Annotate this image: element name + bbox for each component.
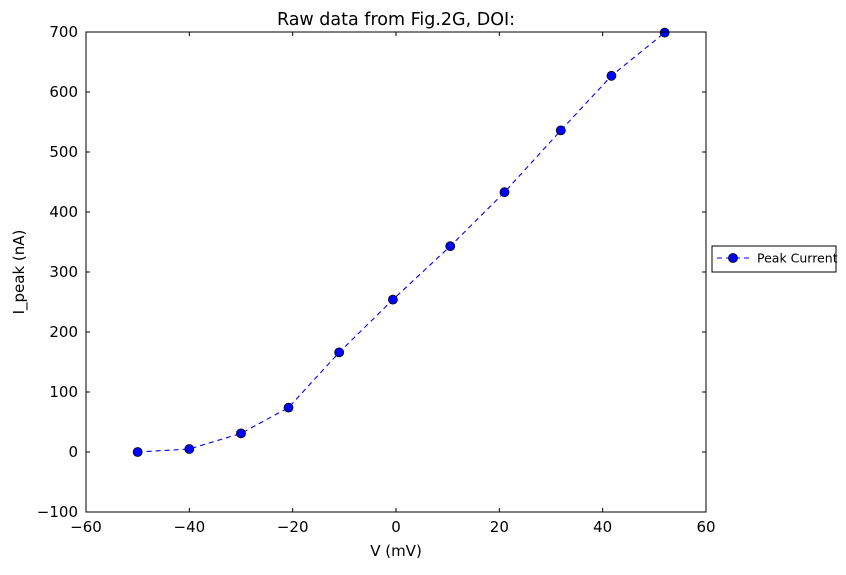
chart-title: Raw data from Fig.2G, DOI: bbox=[277, 10, 515, 30]
y-tick-label: 100 bbox=[49, 383, 78, 401]
data-point bbox=[659, 27, 670, 38]
x-tick-label: 0 bbox=[391, 518, 401, 536]
y-tick-label: 600 bbox=[49, 83, 78, 101]
y-tick-label: 400 bbox=[49, 203, 78, 221]
y-tick-label: 300 bbox=[49, 263, 78, 281]
y-tick-label: 700 bbox=[49, 23, 78, 41]
plot-background bbox=[86, 32, 706, 512]
y-tick-label: 500 bbox=[49, 143, 78, 161]
x-axis-label: V (mV) bbox=[370, 542, 422, 560]
data-point bbox=[283, 402, 294, 413]
x-tick-label: 20 bbox=[490, 518, 509, 536]
data-point bbox=[236, 428, 246, 439]
x-tick-label: −40 bbox=[174, 518, 206, 536]
x-tick-label: 60 bbox=[696, 518, 715, 536]
data-point bbox=[184, 444, 195, 454]
y-axis-label: I_peak (nA) bbox=[10, 230, 29, 315]
data-point bbox=[555, 125, 566, 136]
legend-marker bbox=[728, 253, 738, 263]
x-tick-label: −60 bbox=[70, 518, 102, 536]
y-tick-label: 200 bbox=[49, 323, 78, 341]
data-point bbox=[387, 294, 398, 305]
series-layer bbox=[132, 27, 670, 457]
data-point bbox=[132, 447, 143, 457]
axis-ticks: −60 −40 −20 0 20 40 60 −100 0 100 200 300 400 500 600 7… bbox=[37, 23, 716, 536]
legend-label-peak-current: Peak Current bbox=[757, 251, 838, 266]
plot-frame bbox=[85, 31, 707, 513]
x-tick-label: −20 bbox=[277, 518, 309, 536]
y-tick-label: −100 bbox=[37, 503, 78, 521]
data-point bbox=[334, 347, 345, 358]
data-point bbox=[499, 187, 510, 198]
data-point bbox=[606, 70, 617, 81]
legend: Peak Current bbox=[711, 245, 838, 273]
data-point bbox=[445, 241, 456, 252]
x-tick-label: 40 bbox=[593, 518, 612, 536]
y-tick-label: 0 bbox=[68, 443, 78, 461]
